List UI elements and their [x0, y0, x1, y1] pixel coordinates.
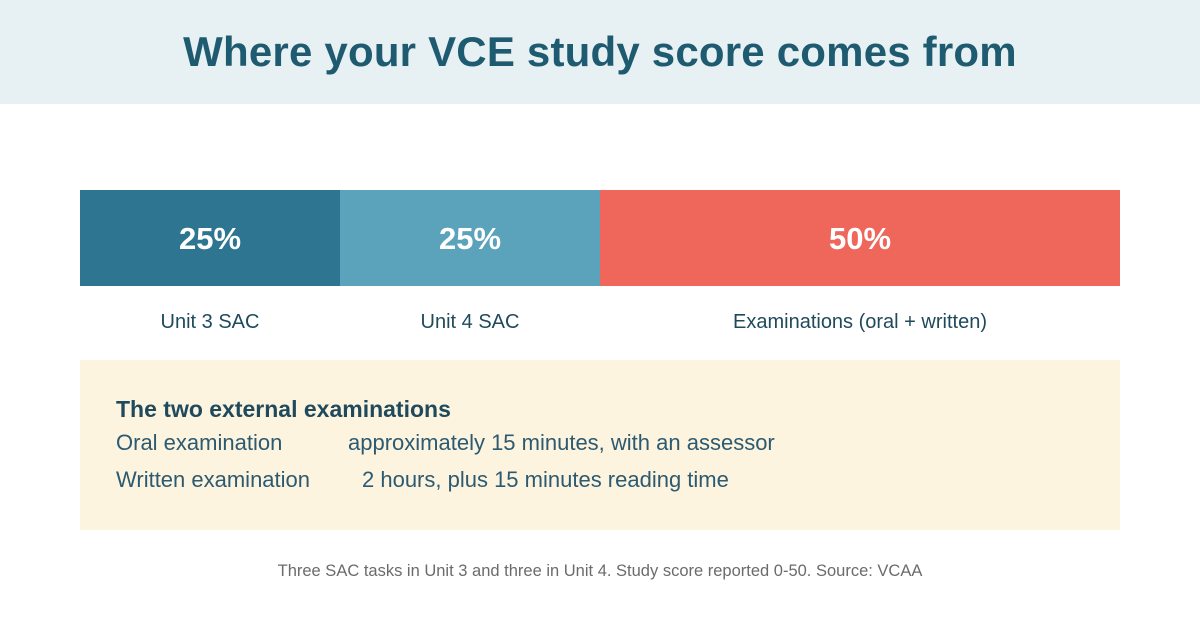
page-title: Where your VCE study score comes from [183, 28, 1017, 75]
info-title: The two external examinations [116, 396, 451, 422]
info-row-value: 2 hours, plus 15 minutes reading time [362, 467, 729, 492]
category-label: Examinations (oral + written) [733, 311, 987, 333]
info-row-label: Written examination [116, 467, 311, 492]
exam-info-box: The two external examinations Oral exami… [80, 360, 1120, 530]
stacked-bar-chart: 25% Unit 3 SAC 25% Unit 4 SAC 50% Examination… [80, 190, 1120, 333]
category-label: Unit 3 SAC [161, 311, 260, 333]
bar-segment [80, 190, 340, 286]
bar-value-label: 50% [829, 221, 891, 256]
bar-segment [600, 190, 1120, 286]
info-row-label: Oral examination [116, 430, 283, 455]
footnote: Three SAC tasks in Unit 3 and three in U… [277, 562, 923, 580]
category-label: Unit 4 SAC [421, 311, 520, 333]
bar-segment [340, 190, 600, 286]
info-row-value: approximately 15 minutes, with an assess… [348, 430, 775, 455]
bar-value-label: 25% [439, 221, 501, 256]
info-row-oral: Oral examination approximately 15 minutes… [116, 424, 1120, 461]
info-row-written: Written examination 2 hours, plus 15 minu… [116, 461, 1120, 498]
header-banner: Where your VCE study score comes from [0, 0, 1200, 104]
bar-value-label: 25% [179, 221, 241, 256]
